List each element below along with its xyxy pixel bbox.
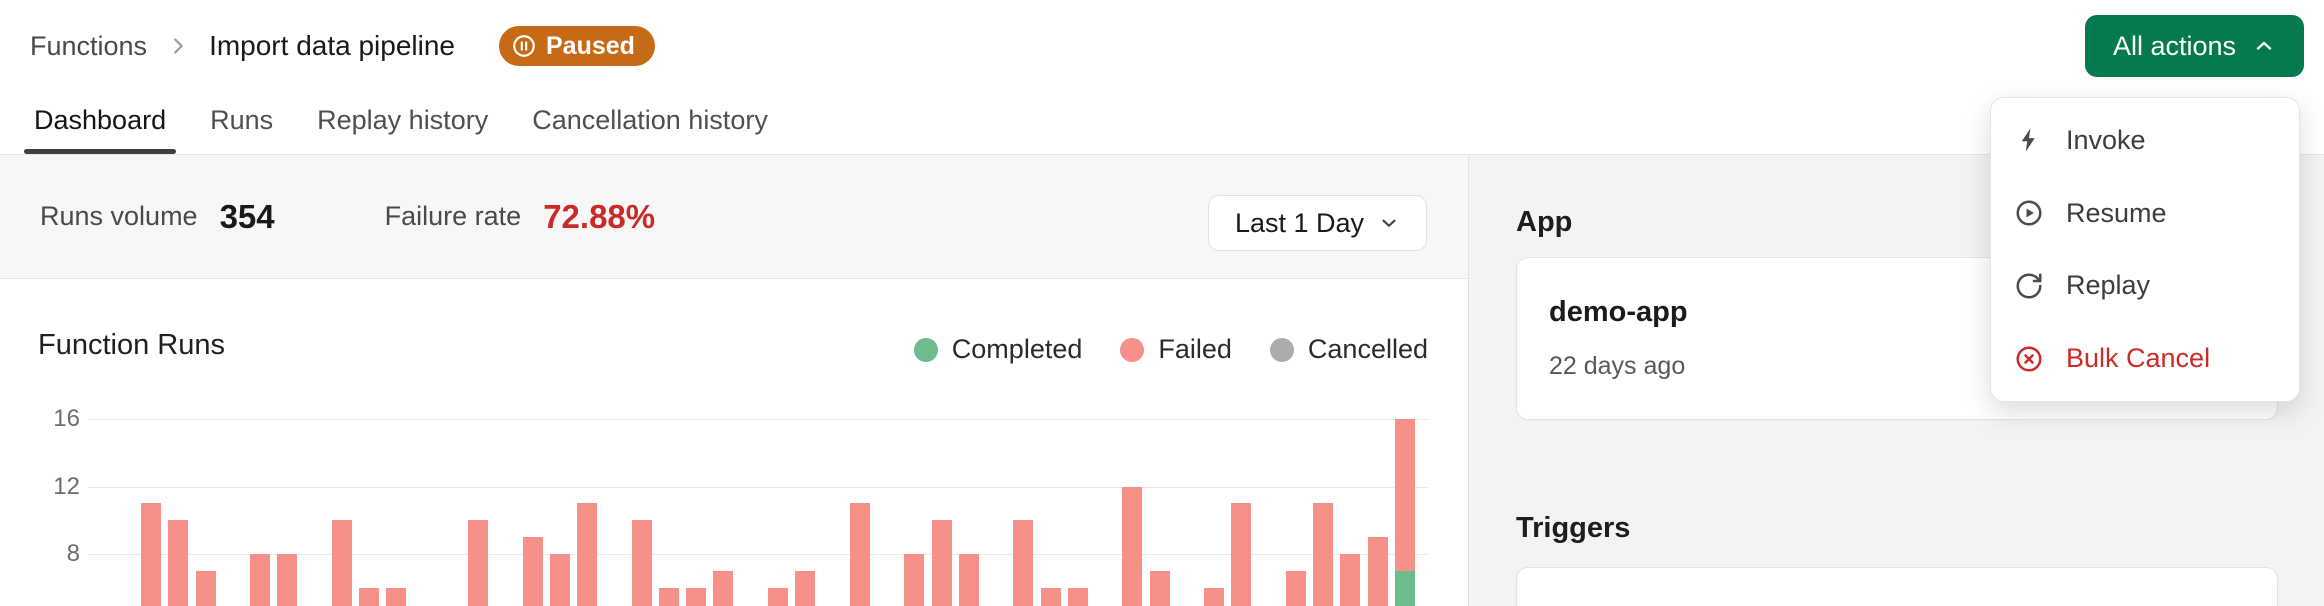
bar-segment xyxy=(959,554,979,606)
bar-segment xyxy=(1204,587,1224,606)
bar-segment xyxy=(1313,503,1333,606)
replay-icon xyxy=(2014,271,2044,301)
tab-dashboard[interactable]: Dashboard xyxy=(24,105,177,154)
failure-rate-value: 72.88% xyxy=(543,197,656,235)
bar-segment xyxy=(1340,554,1360,606)
chevron-up-icon xyxy=(2256,41,2272,50)
legend-label: Failed xyxy=(1158,334,1232,364)
bar-segment xyxy=(523,537,543,606)
bar-segment xyxy=(1068,587,1088,606)
chart-title: Function Runs xyxy=(38,329,225,361)
app-name: demo-app xyxy=(1549,296,1688,328)
breadcrumb: Functions Import data pipeline Paused xyxy=(30,24,655,68)
bar-segment xyxy=(359,587,379,606)
bar-segment xyxy=(1013,520,1033,606)
y-tick-label: 8 xyxy=(66,540,80,567)
gridline xyxy=(88,554,1428,555)
legend-dot xyxy=(1120,337,1145,362)
bar-segment xyxy=(932,520,952,606)
bar-segment xyxy=(386,587,406,606)
page-title: Import data pipeline xyxy=(209,30,455,61)
gridline xyxy=(88,486,1428,488)
bar-segment xyxy=(577,503,597,606)
breadcrumb-functions-link[interactable]: Functions xyxy=(30,30,148,61)
bar-segment xyxy=(277,554,297,606)
menu-item-invoke[interactable]: Invoke xyxy=(1991,104,2299,177)
failure-rate-label: Failure rate xyxy=(384,201,522,231)
bar-segment xyxy=(250,554,270,606)
triggers-card xyxy=(1516,567,2278,606)
legend-label: Cancelled xyxy=(1307,334,1428,364)
tab-runs[interactable]: Runs xyxy=(210,105,274,135)
legend-dot xyxy=(1269,337,1294,362)
bar-segment xyxy=(196,570,216,606)
bar-segment xyxy=(332,520,352,606)
chevron-down-icon xyxy=(1382,219,1396,227)
status-badge: Paused xyxy=(499,26,655,66)
bolt-icon xyxy=(2014,125,2044,155)
bar-segment xyxy=(1041,587,1061,606)
bar-segment xyxy=(1150,570,1170,606)
bar-segment xyxy=(168,520,188,606)
play-circle-icon xyxy=(2014,198,2044,228)
x-circle-icon xyxy=(2014,344,2044,374)
all-actions-menu: Invoke Resume Replay Bulk Cancel xyxy=(1990,97,2300,402)
app-age: 22 days ago xyxy=(1549,352,1686,380)
bar-segment xyxy=(1286,570,1306,606)
bar-segment xyxy=(904,554,924,606)
menu-item-replay[interactable]: Replay xyxy=(1991,250,2299,323)
menu-item-bulk-cancel[interactable]: Bulk Cancel xyxy=(1991,322,2299,395)
y-tick-label: 16 xyxy=(53,405,80,432)
bar-segment xyxy=(141,503,161,606)
bar-segment xyxy=(1122,486,1142,606)
all-actions-button[interactable]: All actions xyxy=(2084,15,2304,77)
bar-segment xyxy=(686,587,706,606)
chart-legend: Completed Failed Cancelled xyxy=(913,334,1428,365)
header: Functions Import data pipeline Paused Da… xyxy=(0,0,2324,155)
bar-segment xyxy=(632,520,652,606)
pause-circle-icon xyxy=(513,35,535,57)
tab-replay-history[interactable]: Replay history xyxy=(317,105,489,135)
legend-item-failed: Failed xyxy=(1120,334,1232,365)
chart-plot: 16 12 8 xyxy=(0,279,1468,606)
bar-segment xyxy=(1231,503,1251,606)
bar-segment xyxy=(659,587,679,606)
menu-item-resume[interactable]: Resume xyxy=(1991,177,2299,250)
legend-label: Completed xyxy=(951,334,1083,364)
function-runs-chart-section: Function Runs Completed Failed Cancelled 1… xyxy=(0,279,1468,606)
bar-segment xyxy=(1395,419,1415,571)
bar-segment xyxy=(1395,570,1415,606)
stats-bar: Runs volume 354 Failure rate 72.88% Last… xyxy=(0,155,1468,279)
bar-segment xyxy=(550,554,570,606)
tab-bar: Dashboard Runs Replay history Cancellati… xyxy=(24,105,778,154)
y-tick-label: 12 xyxy=(53,472,80,500)
bar-segment xyxy=(713,570,733,606)
runs-volume-value: 354 xyxy=(219,197,275,235)
gridline xyxy=(88,419,1428,420)
triggers-section-title: Triggers xyxy=(1516,512,1631,544)
bar-segment xyxy=(768,587,788,606)
failure-rate-group: Failure rate 72.88% xyxy=(385,198,656,236)
legend-item-cancelled: Cancelled xyxy=(1269,334,1428,365)
tab-cancellation-history[interactable]: Cancellation history xyxy=(532,105,768,135)
right-panel: App demo-app 22 days ago Triggers xyxy=(1468,155,2324,606)
chevron-right-icon xyxy=(167,35,189,57)
legend-dot xyxy=(913,337,938,362)
bar-segment xyxy=(850,503,870,606)
app-section-title: App xyxy=(1516,206,1573,238)
runs-volume-label: Runs volume xyxy=(40,201,198,231)
bar-segment xyxy=(1368,537,1388,606)
legend-item-completed: Completed xyxy=(913,334,1083,365)
time-range-select[interactable]: Last 1 Day xyxy=(1208,195,1427,251)
bar-segment xyxy=(795,570,815,606)
bar-segment xyxy=(468,520,488,606)
